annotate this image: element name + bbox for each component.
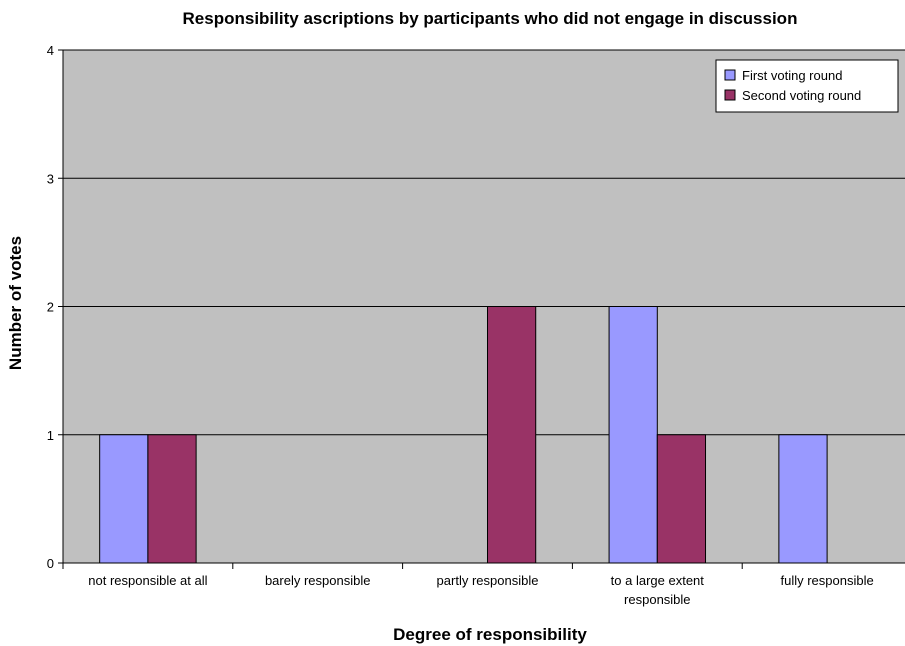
chart-title: Responsibility ascriptions by participan… bbox=[183, 9, 798, 28]
x-tick-label: to a large extent responsible bbox=[611, 573, 705, 607]
legend-swatch bbox=[724, 69, 736, 81]
legend-label: First voting round bbox=[742, 68, 842, 83]
y-axis-title: Number of votes bbox=[6, 236, 25, 370]
bar bbox=[656, 434, 707, 564]
legend-label: Second voting round bbox=[742, 88, 861, 103]
x-tick-labels: not responsible at all barely responsible… bbox=[88, 573, 873, 607]
bar bbox=[487, 306, 537, 564]
x-tick-label: partly responsible bbox=[437, 573, 539, 588]
bars bbox=[99, 306, 828, 564]
x-tick-label: not responsible at all bbox=[88, 573, 207, 588]
x-axis-title: Degree of responsibility bbox=[393, 625, 587, 644]
x-tick-label: fully responsible bbox=[780, 573, 873, 588]
axes bbox=[58, 49, 905, 569]
y-tick-label: 0 bbox=[47, 556, 54, 571]
legend-box bbox=[715, 59, 899, 113]
bar bbox=[147, 434, 197, 564]
y-tick-label: 4 bbox=[47, 43, 54, 58]
y-tick-label: 2 bbox=[47, 300, 54, 315]
y-tick-label: 3 bbox=[47, 171, 54, 186]
y-tick-label: 1 bbox=[47, 428, 54, 443]
bar bbox=[99, 434, 149, 564]
legend-swatch bbox=[724, 89, 736, 101]
bar bbox=[778, 434, 828, 564]
bar bbox=[608, 306, 658, 564]
y-tick-labels: 0 1 2 3 4 bbox=[47, 43, 54, 571]
x-tick-label: barely responsible bbox=[265, 573, 371, 588]
legend: First voting round Second voting round bbox=[715, 59, 899, 113]
